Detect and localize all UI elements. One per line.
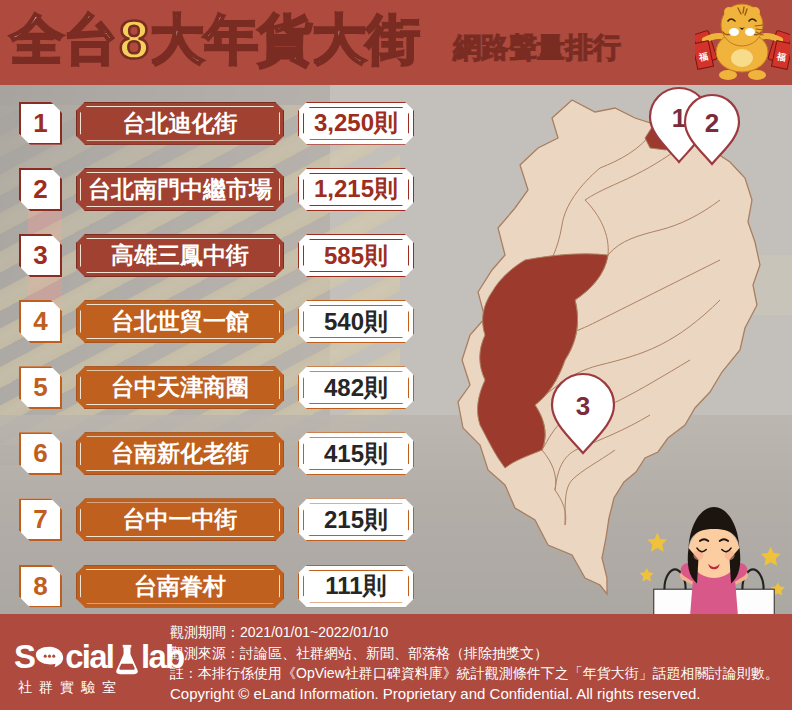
svg-text:福: 福 — [697, 51, 709, 63]
svg-text:福: 福 — [775, 51, 787, 63]
